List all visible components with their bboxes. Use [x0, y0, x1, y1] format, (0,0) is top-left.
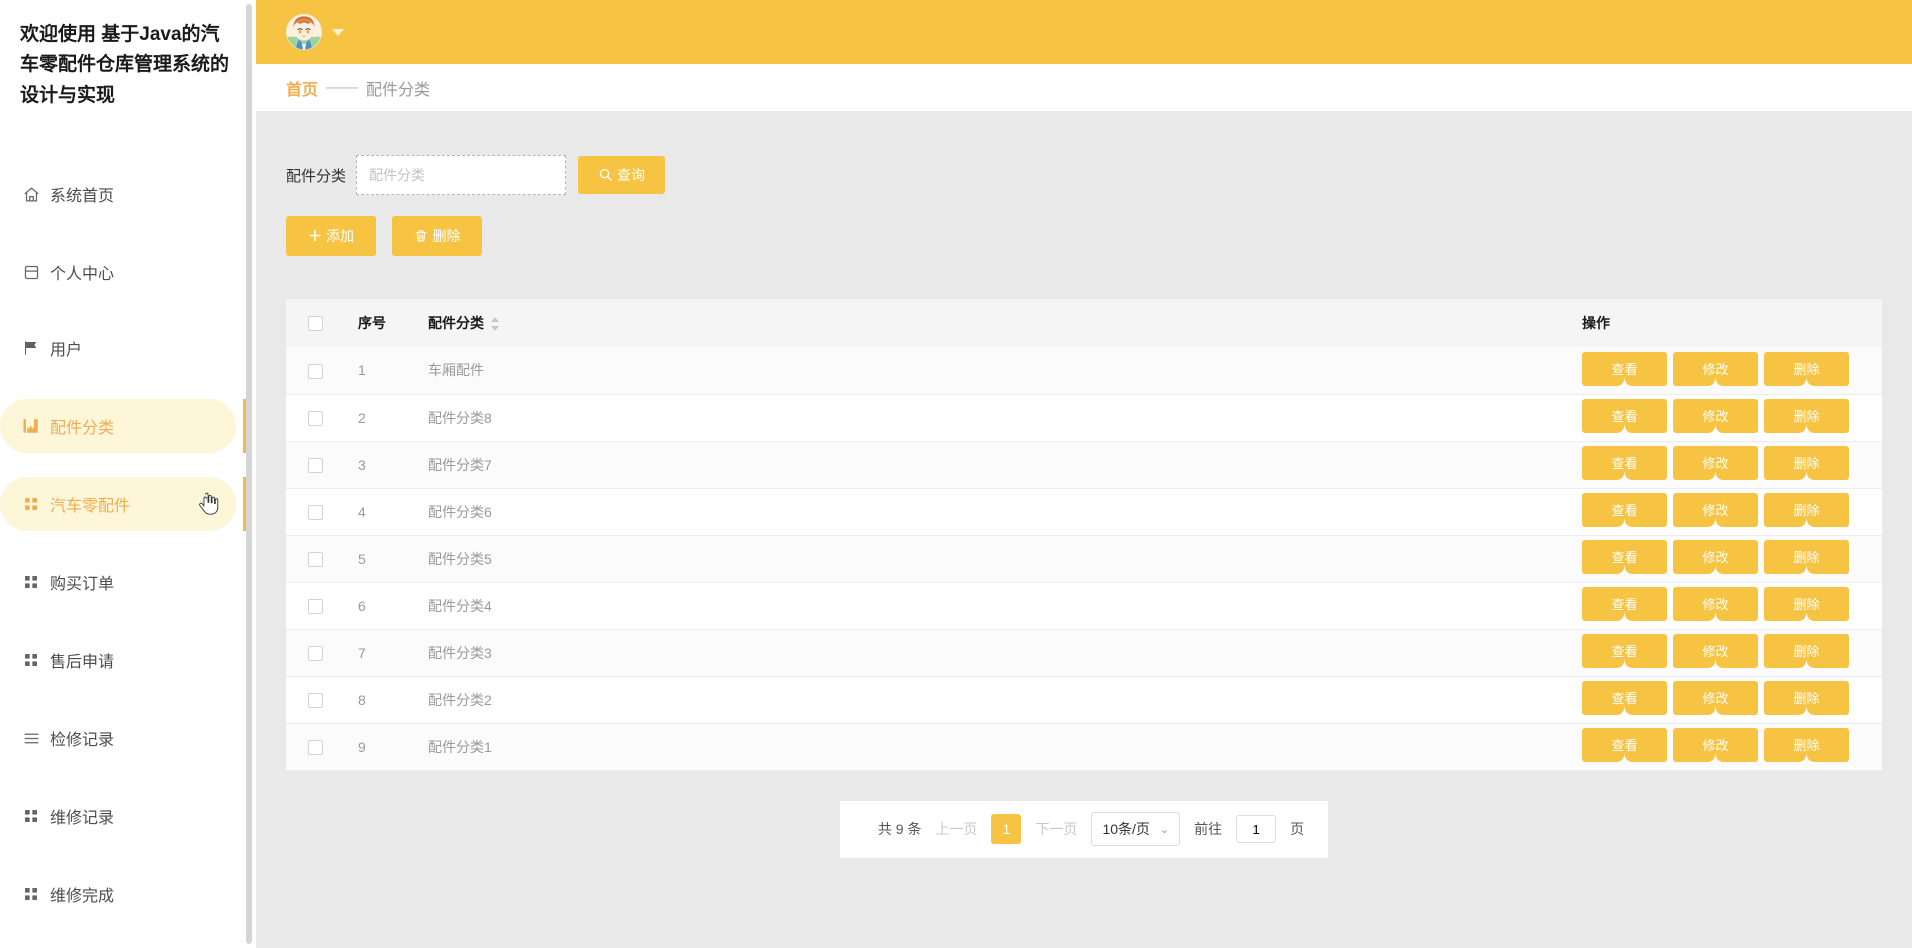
svg-text:查看: 查看: [1611, 550, 1637, 565]
svg-text:修改: 修改: [1702, 550, 1728, 565]
svg-text:查看: 查看: [1611, 597, 1637, 612]
svg-text:删除: 删除: [1793, 691, 1819, 706]
svg-text:查看: 查看: [1611, 456, 1637, 471]
svg-text:删除: 删除: [1793, 503, 1819, 518]
svg-text:删除: 删除: [1793, 644, 1819, 659]
svg-text:查看: 查看: [1611, 503, 1637, 518]
svg-text:查看: 查看: [1611, 738, 1637, 753]
svg-text:删除: 删除: [1793, 409, 1819, 424]
svg-text:修改: 修改: [1702, 362, 1728, 377]
svg-text:删除: 删除: [1793, 362, 1819, 377]
svg-text:修改: 修改: [1702, 691, 1728, 706]
svg-text:删除: 删除: [1793, 738, 1819, 753]
svg-text:修改: 修改: [1702, 503, 1728, 518]
svg-text:删除: 删除: [1793, 597, 1819, 612]
svg-text:删除: 删除: [1793, 456, 1819, 471]
svg-text:修改: 修改: [1702, 456, 1728, 471]
svg-text:查看: 查看: [1611, 409, 1637, 424]
svg-text:修改: 修改: [1702, 409, 1728, 424]
svg-text:修改: 修改: [1702, 738, 1728, 753]
svg-text:删除: 删除: [1793, 550, 1819, 565]
svg-text:修改: 修改: [1702, 644, 1728, 659]
svg-text:修改: 修改: [1702, 597, 1728, 612]
svg-text:查看: 查看: [1611, 691, 1637, 706]
svg-text:查看: 查看: [1611, 644, 1637, 659]
svg-text:查看: 查看: [1611, 362, 1637, 377]
